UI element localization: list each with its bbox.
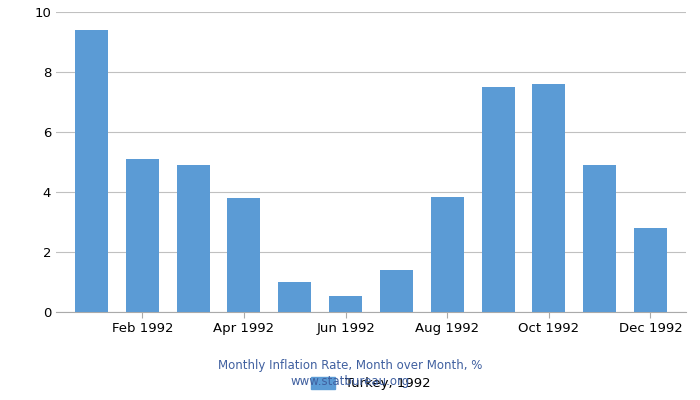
- Bar: [430, 196, 463, 312]
- Bar: [583, 165, 616, 312]
- Bar: [634, 228, 667, 312]
- Legend: Turkey, 1992: Turkey, 1992: [306, 372, 436, 396]
- Bar: [482, 87, 514, 312]
- Bar: [126, 159, 159, 312]
- Bar: [228, 198, 260, 312]
- Bar: [176, 165, 210, 312]
- Bar: [329, 296, 362, 312]
- Bar: [380, 270, 413, 312]
- Bar: [532, 84, 566, 312]
- Bar: [279, 282, 312, 312]
- Bar: [75, 30, 108, 312]
- Text: www.statbureau.org: www.statbureau.org: [290, 376, 410, 388]
- Text: Monthly Inflation Rate, Month over Month, %: Monthly Inflation Rate, Month over Month…: [218, 360, 482, 372]
